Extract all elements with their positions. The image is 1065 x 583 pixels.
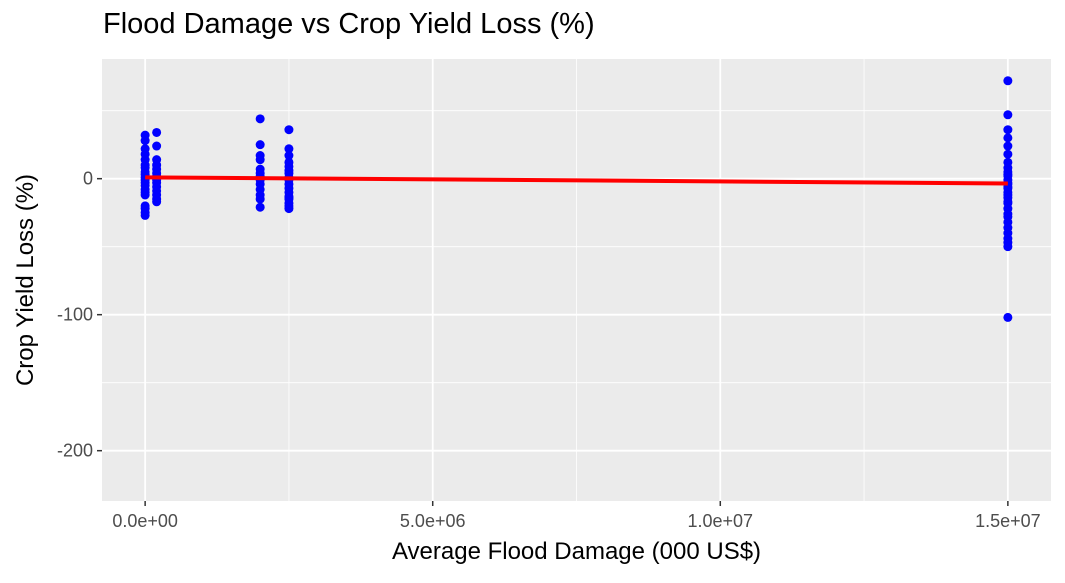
- data-point: [255, 140, 265, 150]
- data-point: [284, 144, 294, 154]
- chart-title: Flood Damage vs Crop Yield Loss (%): [103, 8, 595, 40]
- data-point: [284, 125, 294, 135]
- data-point: [1003, 133, 1013, 143]
- data-point: [1003, 190, 1013, 200]
- x-tick-label: 5.0e+06: [400, 511, 466, 531]
- x-tick-label: 0.0e+00: [112, 511, 178, 531]
- data-point: [140, 210, 150, 220]
- data-point: [1003, 76, 1013, 86]
- y-tick-label: -200: [57, 441, 93, 461]
- x-axis-label: Average Flood Damage (000 US$): [391, 538, 762, 565]
- trend-line: [145, 175, 1008, 186]
- data-point: [255, 155, 265, 165]
- y-axis-label: Crop Yield Loss (%): [12, 173, 39, 387]
- data-point: [1003, 312, 1013, 322]
- data-point: [1003, 242, 1013, 252]
- data-point: [140, 190, 150, 200]
- data-point: [255, 202, 265, 212]
- axes: 0.0e+00 5.0e+06 1.0e+07 1.5e+07 0 -100 -200: [57, 169, 1041, 531]
- y-tick-label: -100: [57, 305, 93, 325]
- data-point: [1003, 110, 1013, 120]
- data-point: [255, 114, 265, 124]
- data-point: [284, 204, 294, 214]
- y-tick-label: 0: [83, 169, 93, 189]
- data-points: [140, 76, 1013, 322]
- data-point: [152, 127, 162, 137]
- data-point: [152, 141, 162, 151]
- data-point: [255, 194, 265, 204]
- data-point: [140, 136, 150, 146]
- data-point: [284, 193, 294, 203]
- x-tick-label: 1.0e+07: [687, 511, 753, 531]
- data-point: [1003, 141, 1013, 151]
- data-point: [1003, 125, 1013, 135]
- trend-line-layer: [145, 175, 1008, 186]
- data-point: [1003, 149, 1013, 159]
- data-point: [1003, 197, 1013, 207]
- data-point: [1003, 170, 1013, 180]
- data-point: [284, 151, 294, 161]
- data-point: [152, 197, 162, 207]
- x-tick-label: 1.5e+07: [975, 511, 1041, 531]
